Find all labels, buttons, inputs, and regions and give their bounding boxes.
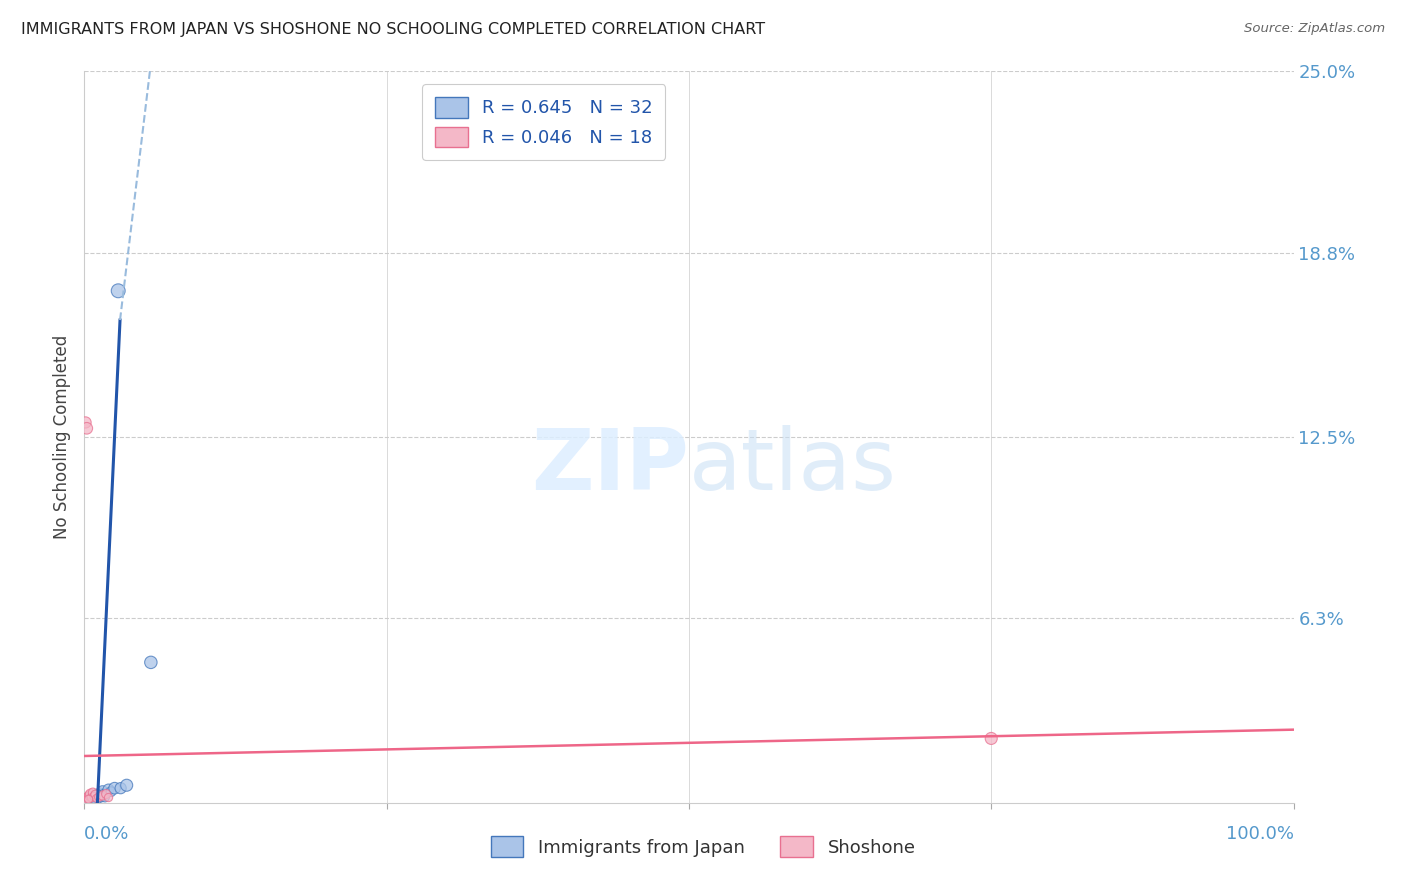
Point	[77, 791, 100, 805]
Point	[87, 789, 110, 804]
Point	[82, 786, 104, 800]
Point	[94, 790, 117, 805]
Point	[87, 791, 110, 805]
Point	[86, 791, 108, 805]
Point	[94, 787, 117, 801]
Point	[91, 789, 114, 803]
Point	[82, 789, 104, 804]
Point	[86, 787, 108, 801]
Point	[110, 781, 132, 796]
Point	[100, 785, 122, 799]
Point	[84, 790, 107, 805]
Point	[77, 794, 100, 808]
Text: 0.0%: 0.0%	[84, 825, 129, 843]
Point	[79, 794, 101, 808]
Point	[82, 791, 104, 805]
Text: atlas: atlas	[689, 425, 897, 508]
Point	[80, 790, 103, 805]
Point	[82, 793, 104, 807]
Point	[97, 782, 120, 797]
Point	[104, 781, 127, 796]
Legend: R = 0.645   N = 32, R = 0.046   N = 18: R = 0.645 N = 32, R = 0.046 N = 18	[422, 84, 665, 160]
Point	[76, 789, 98, 804]
Legend: Immigrants from Japan, Shoshone: Immigrants from Japan, Shoshone	[478, 823, 928, 870]
Point	[91, 784, 114, 798]
Point	[76, 789, 98, 804]
Point	[80, 791, 103, 805]
Point	[79, 793, 101, 807]
Point	[84, 788, 107, 802]
Point	[86, 789, 108, 804]
Y-axis label: No Schooling Completed: No Schooling Completed	[53, 335, 72, 539]
Point	[75, 793, 97, 807]
Point	[86, 788, 108, 802]
Point	[115, 778, 138, 792]
Point	[77, 793, 100, 807]
Text: ZIP: ZIP	[531, 425, 689, 508]
Text: 100.0%: 100.0%	[1226, 825, 1294, 843]
Text: Source: ZipAtlas.com: Source: ZipAtlas.com	[1244, 22, 1385, 36]
Point	[77, 789, 100, 803]
Point	[107, 284, 129, 298]
Point	[97, 790, 120, 805]
Point	[139, 656, 162, 670]
Point	[83, 793, 105, 807]
Point	[76, 421, 98, 435]
Point	[79, 787, 101, 801]
Point	[90, 789, 112, 804]
Point	[87, 789, 110, 803]
Point	[77, 792, 100, 806]
Point	[980, 731, 1002, 746]
Point	[83, 789, 105, 804]
Point	[83, 789, 105, 804]
Point	[94, 787, 117, 801]
Point	[75, 416, 97, 430]
Point	[89, 786, 111, 800]
Point	[93, 788, 115, 802]
Point	[80, 790, 103, 805]
Text: IMMIGRANTS FROM JAPAN VS SHOSHONE NO SCHOOLING COMPLETED CORRELATION CHART: IMMIGRANTS FROM JAPAN VS SHOSHONE NO SCH…	[21, 22, 765, 37]
Point	[77, 792, 100, 806]
